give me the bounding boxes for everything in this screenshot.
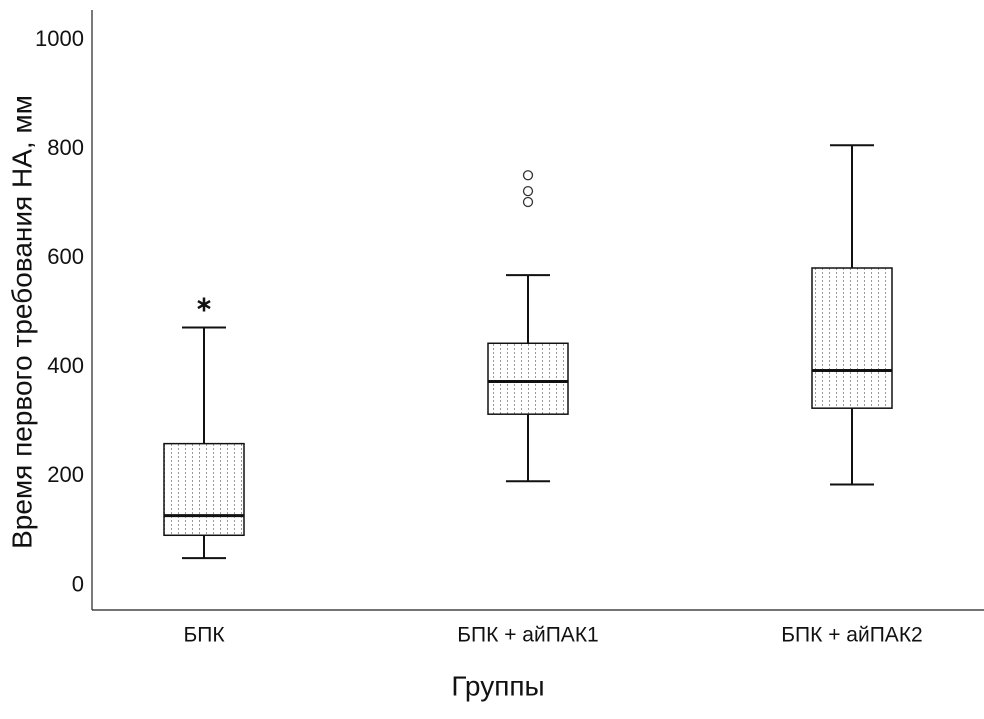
y-tick-label: 800 [47,135,84,160]
x-tick-label: БПК + айПАК1 [457,624,598,647]
y-axis-title: Время первого требования НА, мм [6,95,37,549]
box [487,342,569,415]
y-tick-label: 0 [72,571,84,596]
y-tick-label: 400 [47,353,84,378]
outlier [522,196,534,208]
box [163,442,245,537]
y-tick-label: 600 [47,244,84,269]
x-tick-label: БПК + айПАК2 [781,624,922,647]
x-axis-title: Группы [451,670,544,701]
outlier [522,170,534,181]
x-tick-label: БПК [183,624,225,647]
outlier [522,185,534,197]
extreme [197,297,211,312]
box [811,267,893,409]
y-tick-label: 200 [47,462,84,487]
y-tick-label: 1000 [35,26,84,51]
